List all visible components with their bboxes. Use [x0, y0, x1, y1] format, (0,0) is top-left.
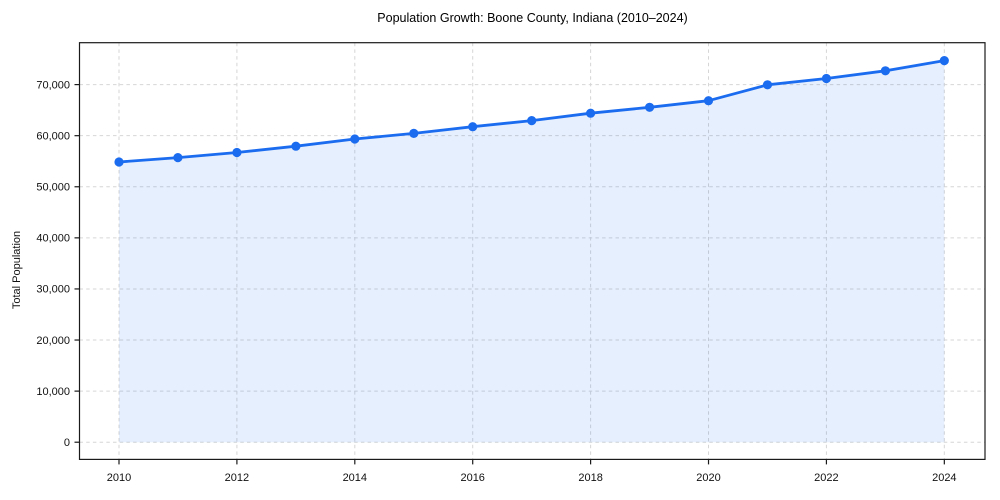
- data-point-2018: [586, 108, 596, 118]
- y-tick-label: 30,000: [36, 284, 70, 296]
- data-point-2019: [645, 102, 655, 112]
- data-point-2014: [350, 134, 360, 144]
- x-tick-label: 2022: [814, 472, 838, 484]
- data-point-2012: [232, 147, 242, 158]
- data-point-2015: [409, 128, 419, 138]
- axes-border: [78, 42, 986, 461]
- data-point-2020: [703, 96, 714, 106]
- data-point-2016: [468, 122, 478, 132]
- y-tick-label: 40,000: [36, 233, 70, 245]
- y-tick-label: 60,000: [36, 130, 70, 142]
- x-tick-label: 2012: [225, 472, 249, 484]
- y-tick-label: 10,000: [36, 386, 70, 398]
- data-point-2021: [762, 80, 773, 90]
- x-tick-label: 2020: [696, 472, 720, 484]
- data-point-2017: [527, 116, 537, 126]
- chart-title: Population Growth: Boone County, Indiana…: [377, 11, 688, 25]
- x-tick-label: 2016: [460, 472, 484, 484]
- area-fill: [119, 60, 945, 443]
- data-point-2024: [939, 56, 949, 66]
- x-tick-label: 2014: [343, 472, 367, 484]
- y-tick-label: 50,000: [36, 182, 70, 194]
- x-tick-label: 2024: [932, 472, 956, 484]
- data-point-2022: [821, 73, 832, 84]
- data-point-2010: [114, 157, 124, 167]
- data-point-2023: [880, 66, 891, 76]
- y-tick-label: 70,000: [36, 79, 70, 91]
- data-point-2013: [291, 141, 301, 151]
- x-tick-label: 2018: [578, 472, 602, 484]
- data-point-2011: [173, 153, 183, 163]
- y-tick-label: 20,000: [36, 335, 70, 347]
- y-tick-label: 0: [64, 437, 70, 449]
- x-tick-label: 2010: [107, 472, 131, 484]
